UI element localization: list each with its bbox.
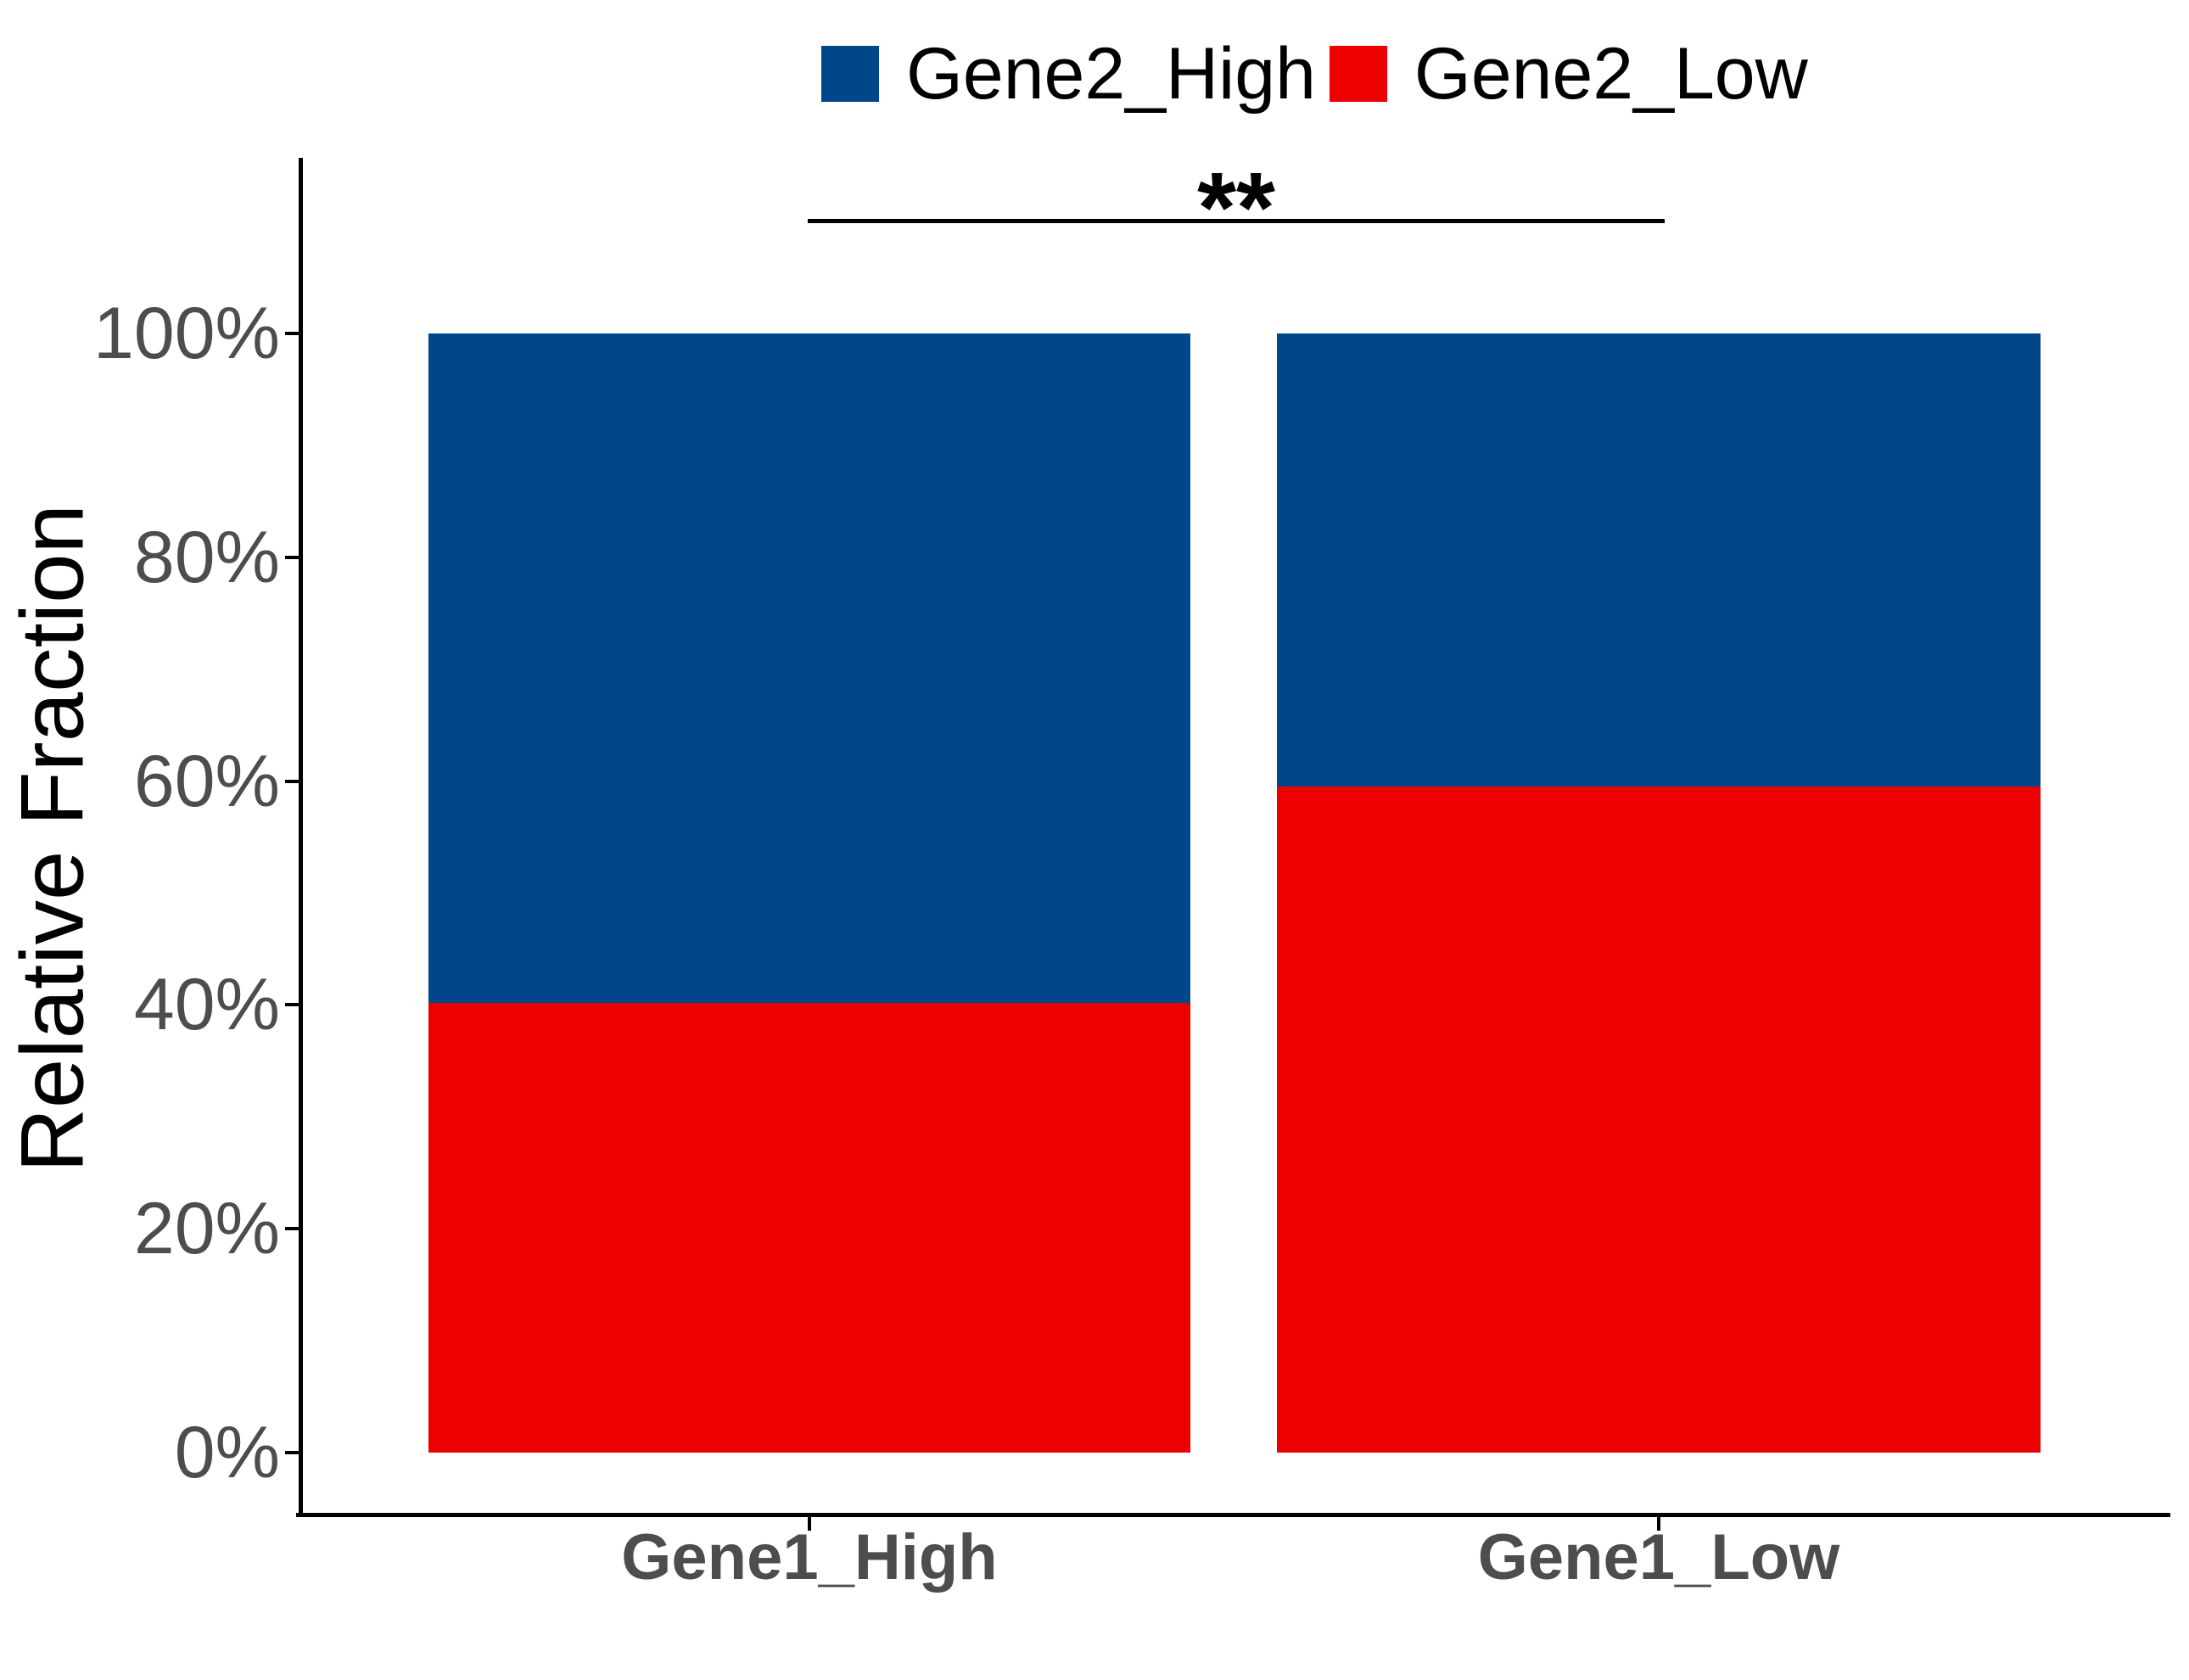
bar-segment-gene2_high	[428, 333, 1190, 1003]
y-tick-mark	[285, 779, 299, 783]
bar-gene1_low	[1277, 333, 2041, 1453]
x-tick-label-gene1_high: Gene1_High	[621, 1521, 998, 1593]
legend: Gene2_High Gene2_Low	[821, 37, 1808, 110]
significance-line	[808, 219, 1665, 223]
significance-label: **	[1197, 152, 1275, 264]
legend-label: Gene2_Low	[1414, 33, 1808, 115]
y-tick-label: 20%	[133, 1188, 280, 1270]
y-tick-mark	[285, 1227, 299, 1231]
y-tick-mark	[285, 1003, 299, 1007]
x-tick-mark	[808, 1517, 811, 1531]
legend-swatch-gene2-low	[1329, 46, 1387, 102]
bar-segment-gene2_low	[428, 1002, 1190, 1453]
y-axis-line	[299, 158, 303, 1516]
legend-label: Gene2_High	[906, 33, 1316, 115]
bar-segment-gene2_high	[1277, 333, 2041, 787]
y-tick-mark	[285, 332, 299, 335]
legend-item-gene2-high: Gene2_High	[821, 37, 1316, 110]
legend-swatch-gene2-high	[821, 46, 879, 102]
bar-segment-gene2_low	[1277, 787, 2041, 1453]
y-tick-label: 40%	[133, 964, 280, 1046]
y-tick-label: 60%	[133, 740, 280, 822]
x-tick-mark	[1657, 1517, 1660, 1531]
bar-gene1_high	[428, 333, 1190, 1453]
y-tick-label: 80%	[133, 516, 280, 598]
y-tick-label: 0%	[174, 1412, 280, 1493]
legend-item-gene2-low: Gene2_Low	[1329, 33, 1808, 115]
x-axis-line	[296, 1513, 2170, 1517]
y-tick-label: 100%	[93, 293, 280, 374]
y-axis-title: Relative Fraction	[3, 504, 103, 1173]
x-tick-label-gene1_low: Gene1_Low	[1477, 1521, 1840, 1593]
y-tick-mark	[285, 555, 299, 559]
y-tick-mark	[285, 1451, 299, 1454]
